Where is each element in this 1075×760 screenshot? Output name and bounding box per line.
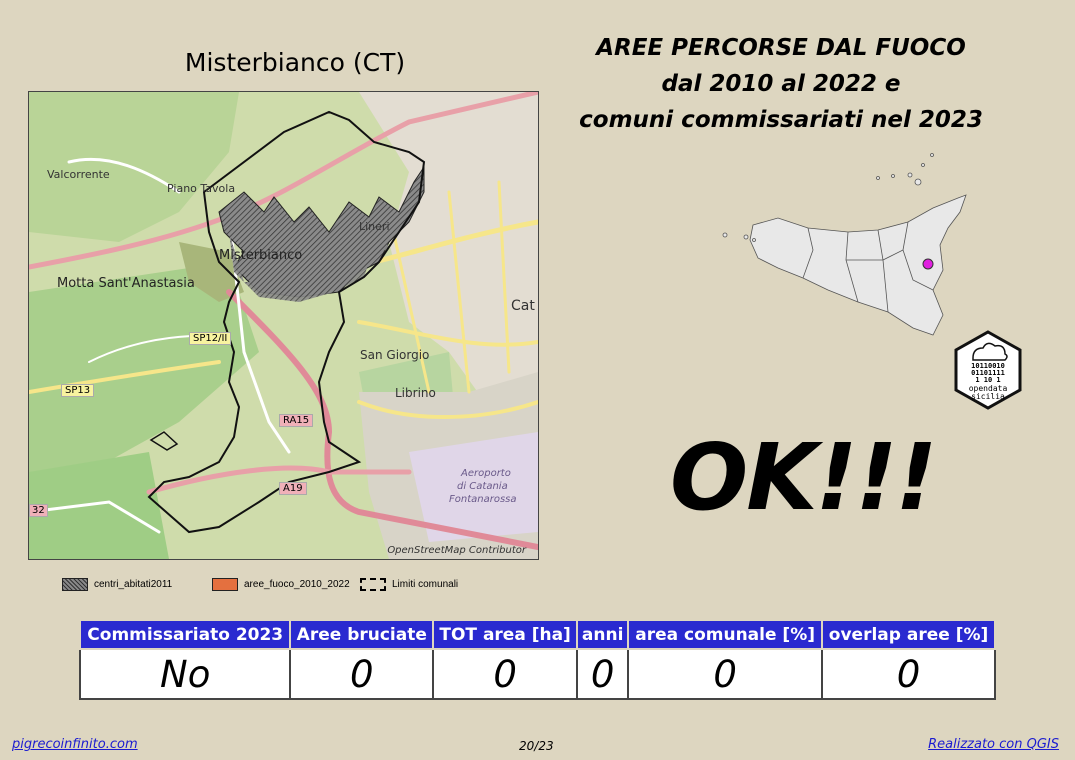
table-cell: 0: [576, 648, 630, 700]
place-label: Aeroporto: [461, 468, 511, 479]
municipality-map[interactable]: Valcorrente Piano Tavola Misterbianco Mo…: [28, 91, 539, 560]
place-label: di Catania: [457, 481, 508, 492]
place-label: Librino: [395, 386, 436, 400]
column-header: Aree bruciate: [289, 619, 435, 650]
place-label: Cat: [511, 298, 535, 314]
place-label: Motta Sant'Anastasia: [57, 276, 195, 291]
logo-name: sicilia: [971, 392, 1005, 401]
place-label: San Giorgio: [360, 348, 430, 362]
table-cell: 0: [821, 648, 996, 700]
column-header: anni: [576, 619, 630, 650]
column-header: TOT area [ha]: [432, 619, 579, 650]
legend-swatch: [360, 578, 386, 591]
map-credit: OpenStreetMap Contributor: [387, 545, 526, 556]
table-row: No 0 0 0 0 0: [78, 648, 996, 700]
table-cell: 0: [627, 648, 824, 700]
page-title: AREE PERCORSE DAL FUOCO dal 2010 al 2022…: [568, 30, 994, 138]
logo-bits: 10110010: [971, 362, 1005, 370]
place-label: Lineri: [359, 220, 390, 233]
legend-item: centri_abitati2011: [62, 578, 172, 591]
sicily-locator-map: [722, 153, 967, 336]
legend-item: aree_fuoco_2010_2022: [212, 578, 350, 591]
column-header: overlap aree [%]: [821, 619, 996, 650]
title-line: AREE PERCORSE DAL FUOCO: [596, 35, 966, 61]
title-line: dal 2010 al 2022 e: [661, 71, 901, 97]
place-label: Misterbianco: [219, 248, 303, 263]
column-header: area comunale [%]: [627, 619, 824, 650]
map-title: Misterbianco (CT): [184, 48, 406, 77]
status-text: OK!!!: [670, 424, 937, 531]
legend-swatch: [62, 578, 88, 591]
title-line: comuni commissariati nel 2023: [579, 107, 983, 133]
road-label: RA15: [279, 414, 314, 427]
legend-item: Limiti comunali: [360, 578, 458, 591]
legend-label: centri_abitati2011: [94, 579, 173, 590]
legend-label: Limiti comunali: [392, 579, 459, 590]
table-cell: No: [78, 648, 292, 700]
logo-bits: 01101111: [971, 369, 1005, 377]
road-label: A19: [279, 482, 307, 495]
column-header: Commissariato 2023: [78, 619, 292, 650]
place-label: Piano Tavola: [167, 182, 236, 195]
legend-swatch: [212, 578, 238, 591]
road-label: SP12/II: [189, 332, 232, 345]
legend-label: aree_fuoco_2010_2022: [244, 579, 350, 590]
table-cell: 0: [432, 648, 579, 700]
road-label: 32: [29, 504, 48, 517]
road-label: SP13: [61, 384, 95, 397]
place-label: Fontanarossa: [449, 494, 517, 505]
table-cell: 0: [289, 648, 435, 700]
qgis-credit-link[interactable]: Realizzato con QGIS: [928, 737, 1059, 752]
place-label: Valcorrente: [47, 168, 110, 181]
stats-table: Commissariato 2023 Aree bruciate TOT are…: [78, 619, 996, 700]
opendata-sicilia-logo: 10110010 01101111 1 10 1 opendata sicili…: [954, 330, 1022, 410]
logo-bits: 1 10 1: [975, 376, 1000, 384]
logo-name: opendata: [969, 384, 1008, 393]
page-number: 20/23: [519, 739, 554, 753]
website-link[interactable]: pigrecoinfinito.com: [12, 737, 138, 752]
table-header-row: Commissariato 2023 Aree bruciate TOT are…: [78, 619, 996, 650]
